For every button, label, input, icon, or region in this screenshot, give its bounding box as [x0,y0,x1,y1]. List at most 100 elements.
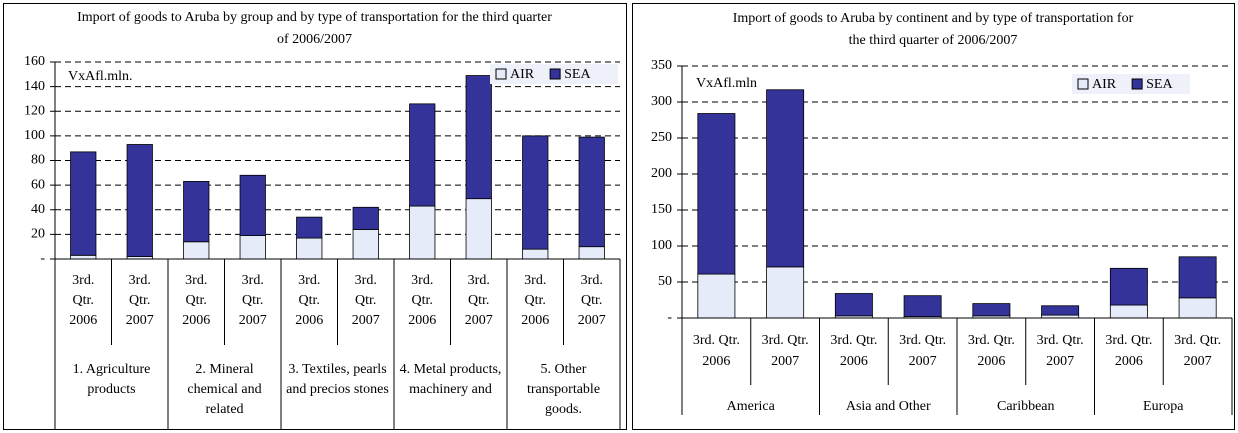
x-tick-label: 3rd. Qtr. 2006 [69,273,97,328]
x-tick-label: 3rd. Qtr. 2007 [578,273,606,328]
y-tick-label: 20 [31,227,45,242]
text-line: 2007 [126,313,154,328]
text-line: 2007 [352,313,380,328]
text-line: Qtr. [299,293,320,308]
text-line: Qtr. [468,293,489,308]
y-tick-label: 200 [651,166,672,181]
group-label: Caribbean [997,399,1055,414]
bar-segment [70,151,97,256]
legend-swatch [549,68,561,80]
text-line: 3rd. [355,273,377,288]
text-line: 3rd. [411,273,433,288]
text-line: 2006 [521,313,549,328]
x-tick-label: 3rd. Qtr. 2007 [465,273,493,328]
x-tick-label: 3rd. Qtr. 2007 [352,273,380,328]
legend-swatch [1131,78,1143,90]
text-line: 3rd. Qtr. [1037,333,1084,348]
x-tick-label: 3rd. Qtr. 2007 [762,333,809,369]
x-tick-label: 3rd. Qtr. 2006 [521,273,549,328]
bar-segment [296,237,323,260]
y-tick-label: 100 [651,238,672,253]
bar-segment [296,216,323,239]
text-line: 3rd. [468,273,490,288]
text-line: related [205,402,243,417]
group-label: 3. Textiles, pearls and precios stones [286,362,389,397]
text-line: 3rd. [581,273,603,288]
text-line: 2007 [239,313,267,328]
text-line: 2006 [182,313,210,328]
bar-segment [1178,256,1217,299]
text-line: 3rd. [129,273,151,288]
bar-segment [766,266,805,319]
text-line: Qtr. [355,293,376,308]
y-tick-label: 40 [31,202,45,217]
text-line: Caribbean [997,399,1055,414]
text-line: 4. Metal products, [400,362,502,377]
text-line: 2007 [1184,354,1212,369]
chart-title: Import of goods to Aruba by continent an… [733,11,1134,48]
group-label: America [727,399,776,414]
text-line: 3rd. Qtr. [899,333,946,348]
bar-segment [409,205,436,260]
text-line: 2006 [1115,354,1143,369]
bar-segment [239,235,266,260]
text-line: the third quarter of 2006/2007 [849,33,1018,48]
bar-segment [409,103,436,207]
text-line: Qtr. [129,293,150,308]
chart-frame [3,3,627,430]
y-tick-label: 350 [651,58,672,73]
legend-label: SEA [1146,77,1173,92]
x-tick-label: 3rd. Qtr. 2006 [830,333,877,369]
text-line: 2006 [840,354,868,369]
text-line: 2006 [408,313,436,328]
x-tick-label: 3rd. Qtr. 2007 [899,333,946,369]
bar-segment [903,295,942,317]
text-line: and precios stones [286,382,389,397]
bar-segment [183,181,210,243]
text-line: Import of goods to Aruba by continent an… [733,11,1134,26]
text-line: 3. Textiles, pearls [288,362,386,377]
text-line: of 2006/2007 [277,32,352,47]
text-line: 3rd. [72,273,94,288]
text-line: Qtr. [73,293,94,308]
y-tick-label: 100 [24,128,45,143]
text-line: 2006 [295,313,323,328]
text-line: 1. Agriculture [73,362,151,377]
group-label: 5. Other transportable goods. [527,362,600,417]
group-label: 2. Mineral chemical and related [187,362,261,417]
y-tick-label: 300 [651,94,672,109]
bar-segment [126,144,153,257]
text-line: chemical and [187,382,261,397]
y-tick-label: 160 [24,54,45,69]
text-line: 2007 [771,354,799,369]
bar-segment [1041,305,1080,316]
bar-segment [183,241,210,260]
text-line: 2007 [465,313,493,328]
text-line: 3rd. Qtr. [1105,333,1152,348]
text-line: 2006 [702,354,730,369]
text-line: Asia and Other [846,399,931,414]
y-tick-label: - [40,251,45,266]
group-label: 1. Agriculture products [73,362,151,397]
chart-frame [632,3,1235,430]
text-line: 3rd. Qtr. [968,333,1015,348]
legend-swatch [495,68,507,80]
bar-segment [465,198,492,260]
bar-segment [766,89,805,268]
text-line: 3rd. [185,273,207,288]
x-tick-label: 3rd. Qtr. 2007 [1174,333,1221,369]
text-line: 2006 [977,354,1005,369]
text-line: goods. [545,402,582,417]
text-line: 2. Mineral [195,362,253,377]
bar-segment [352,206,379,230]
text-line: Qtr. [525,293,546,308]
text-line: 2007 [578,313,606,328]
legend-label: AIR [1092,77,1117,92]
bar-segment [697,113,736,275]
x-tick-label: 3rd. Qtr. 2006 [968,333,1015,369]
bar-segment [465,75,492,200]
text-line: transportable [527,382,600,397]
chart-title: Import of goods to Aruba by group and by… [77,10,552,47]
text-line: 5. Other [541,362,587,377]
